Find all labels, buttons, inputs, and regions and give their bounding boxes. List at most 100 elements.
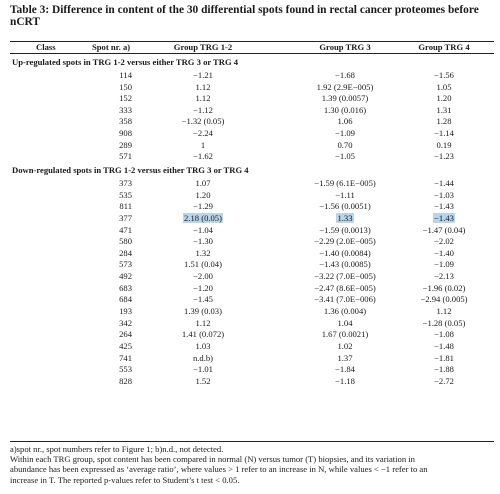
trg-3-cell: 1.30 (0.016) [323,104,367,115]
trg-4-cell: 1.31 [436,104,452,115]
trg-4-cell: 1.12 [436,306,452,317]
trg-1-2-cell: 1 [200,139,206,150]
trg-1-2-cell: −1.20 [193,282,213,293]
table-row: 152 1.12 1.39 (0.0057) 1.20 [0,93,500,104]
trg-3-cell: 1.02 [337,341,353,351]
trg-3-cell: −1.43 (0.0085) [319,259,371,270]
spot-cell: 684 [119,294,132,305]
footnote-line: abundance has been expressed as ‘average… [10,464,428,475]
table-row: 553 −1.01 −1.84 −1.88 [0,364,500,375]
trg-4-cell: −1.56 [434,69,454,80]
spot-cell: 150 [119,81,132,92]
trg-4-cell: −1.81 [434,352,454,363]
trg-4-cell: −1.28 (0.05) [422,317,466,328]
table-row: 193 1.39 (0.03) 1.36 (0.004) 1.12 [0,306,500,317]
trg-4-cell: −2.94 (0.005) [420,294,468,305]
trg-3-cell: −1.56 (0.0051) [319,201,371,212]
trg-3-cell: 1.04 [337,317,353,328]
trg-3-cell: −2.29 (2.0E−005) [314,236,376,247]
spot-cell: 358 [119,116,132,127]
trg-4-cell: 1.20 [436,93,452,104]
footnotes: a)spot nr., spot numbers refer to Figure… [10,444,494,485]
trg-1-2-cell: −1.62 [193,151,213,162]
spot-cell: 573 [119,259,132,270]
spot-cell: 289 [119,139,132,150]
table-row: 358 −1.32 (0.05) 1.06 1.28 [0,116,500,127]
trg-3-cell: −1.11 [335,189,355,200]
header-group-trg-1-2: Group TRG 1-2 [173,42,233,52]
trg-3-cell: 1.36 (0.004) [323,306,367,317]
trg-1-2-cell: 1.12 [195,93,211,104]
trg-1-2-cell: −1.01 [193,364,213,375]
trg-4-cell: 1.28 [436,116,452,127]
spot-cell: 152 [119,93,132,104]
trg-1-2-cell: −2.00 [193,271,213,282]
table-row: 573 1.51 (0.04) −1.43 (0.0085) −1.09 [0,259,500,270]
trg-4-cell: −1.40 [434,247,454,258]
trg-1-2-cell: 1.12 [195,81,211,92]
trg-1-2-cell: 1.51 (0.04) [184,259,222,270]
spot-cell: 193 [119,306,132,317]
trg-1-2-cell: 1.32 [195,247,211,258]
trg-1-2-cell: 1.52 [195,375,211,386]
trg-1-2-cell: 1.12 [195,317,211,328]
table-row: 264 1.41 (0.072) 1.67 (0.0021) −1.08 [0,329,500,340]
spot-cell: 535 [119,189,132,200]
spot-cell: 333 [119,104,132,115]
spot-cell: 425 [119,341,132,351]
trg-4-cell: −2.13 [434,271,454,282]
trg-3-cell: 1.39 (0.0057) [321,93,369,104]
trg-4-cell: −1.44 [434,177,454,188]
table-row: 333 −1.12 1.30 (0.016) 1.31 [0,105,500,116]
trg-4-cell: −1.43 [434,201,454,212]
trg-1-2-cell: −1.04 [193,224,213,235]
table-row: 342 1.12 1.04 −1.28 (0.05) [0,318,500,329]
table-row: 684 −1.45 −3.41 (7.0E−006) −2.94 (0.005) [0,294,500,305]
trg-1-2-cell: −1.21 [193,69,213,80]
trg-1-2-cell: −1.29 [193,201,213,212]
trg-3-cell: −1.05 [335,151,355,162]
trg-4-cell: −1.08 [434,329,454,340]
spot-cell: 284 [119,247,132,258]
table-row: 741 n.d.b) 1.37 −1.81 [0,353,500,364]
trg-3-cell: 1.37 [337,352,353,363]
table-row: 580 −1.30 −2.29 (2.0E−005) −2.02 [0,236,500,247]
trg-4-cell: −1.43 [433,212,455,223]
trg-1-2-cell: 1.41 (0.072) [181,329,225,340]
table-row: 535 1.20 −1.11 −1.03 [0,190,500,201]
trg-1-2-cell: 2.18 (0.05) [183,212,223,223]
footnote-line: Within each TRG group, spot content has … [10,454,415,465]
trg-4-cell: −2.72 [434,375,454,386]
spot-cell: 264 [119,329,132,340]
header-spot: Spot nr. a) [92,42,131,52]
table-row: 471 −1.04 −1.59 (0.0013) −1.47 (0.04) [0,225,500,236]
table-row: 425 1.03 1.02 −1.48 [0,341,500,352]
trg-4-cell: −1.96 (0.02) [422,282,466,293]
spot-cell: 683 [119,282,132,293]
header-class: Class [36,42,56,52]
trg-1-2-cell: −1.30 [193,236,213,247]
trg-1-2-cell: −1.12 [193,104,213,115]
trg-1-2-cell: n.d.b) [192,352,214,363]
trg-3-cell: 1.92 (2.9E−005) [316,81,374,92]
trg-3-cell: 1.33 [336,212,354,223]
spot-cell: 811 [119,201,132,212]
table-row: 571 −1.62 −1.05 −1.23 [0,151,500,162]
trg-1-2-cell: 1.07 [195,177,211,188]
trg-3-cell: −1.59 (6.1E−005) [314,177,376,188]
trg-3-cell: −1.09 [335,128,355,139]
spot-cell: 580 [119,236,132,247]
bottom-rule [10,441,494,442]
trg-3-cell: −2.47 (8.6E−005) [314,282,376,293]
trg-4-cell: −1.14 [434,128,454,139]
trg-3-cell: −3.22 (7.0E−005) [314,271,376,282]
trg-1-2-cell: −2.24 [193,128,213,139]
trg-4-cell: 1.05 [436,81,452,92]
table-row: 811 −1.29 −1.56 (0.0051) −1.43 [0,201,500,212]
spot-cell: 741 [119,352,132,363]
footnote-line: increase in T. The reported p-values ref… [10,474,240,485]
trg-4-cell: −1.48 [434,341,454,351]
table-row: 284 1.32 −1.40 (0.0084) −1.40 [0,248,500,259]
trg-1-2-cell: −1.32 (0.05) [181,116,225,127]
table-row: 908 −2.24 −1.09 −1.14 [0,128,500,139]
